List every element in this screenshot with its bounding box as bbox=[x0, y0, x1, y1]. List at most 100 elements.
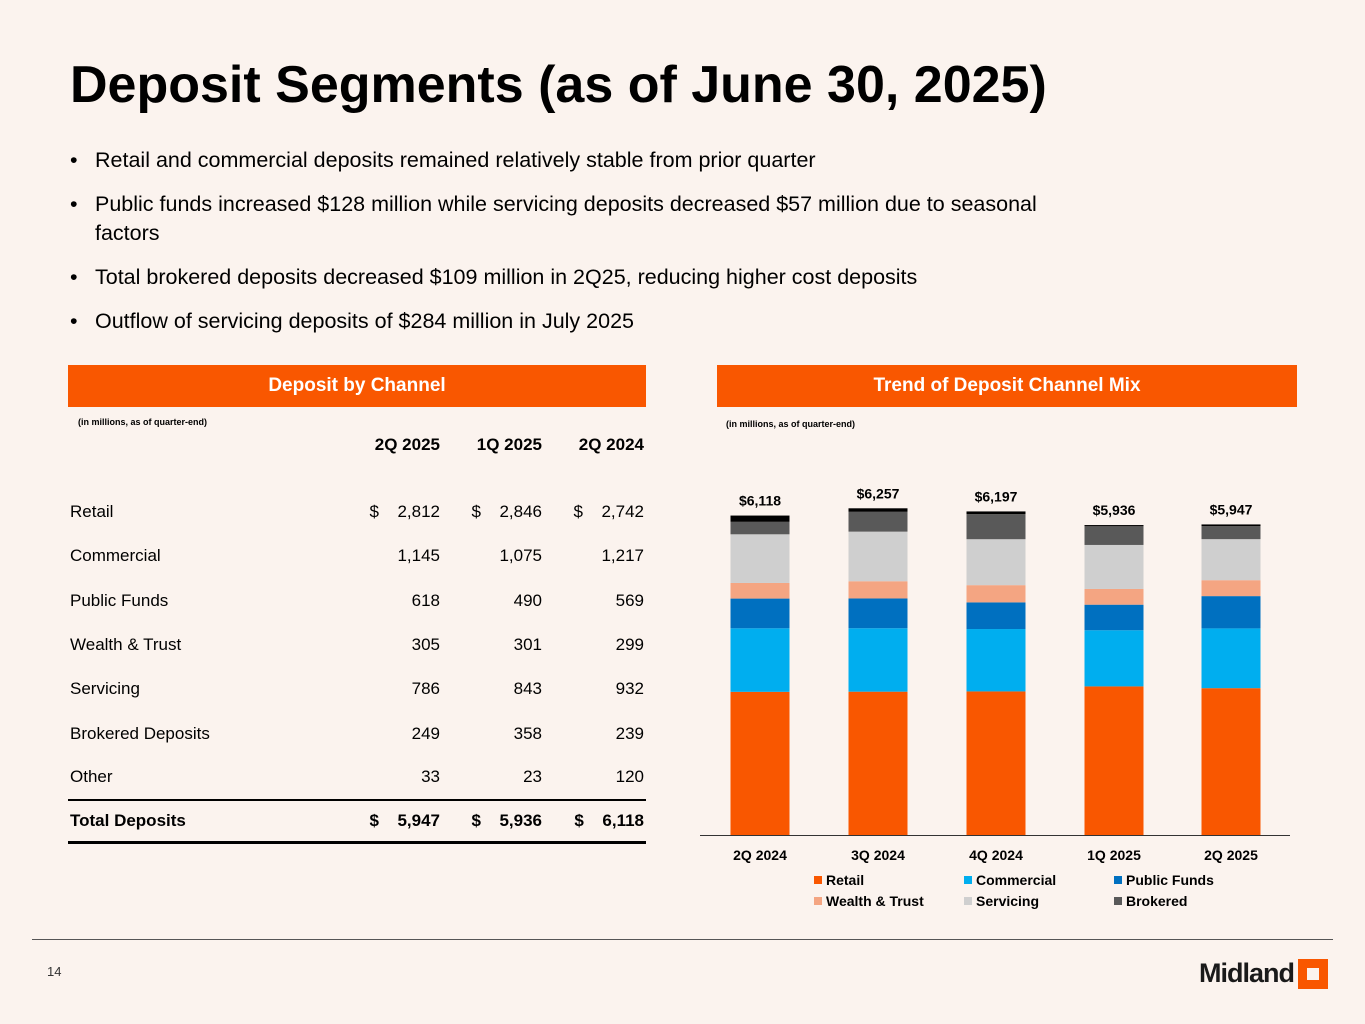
bullet-item: Retail and commercial deposits remained … bbox=[70, 146, 1050, 175]
currency-symbol: $ bbox=[369, 810, 379, 830]
currency-symbol: $ bbox=[369, 502, 379, 522]
cell-value: $5,947 bbox=[255, 799, 442, 844]
bar-segment-retail bbox=[1201, 688, 1261, 835]
cell-value: 239 bbox=[544, 711, 646, 755]
legend-swatch bbox=[964, 876, 972, 884]
legend-label: Retail bbox=[826, 872, 864, 888]
cell-value: $2,812 bbox=[255, 490, 442, 534]
amount: 23 bbox=[523, 767, 542, 787]
row-label: Wealth & Trust bbox=[70, 635, 182, 655]
bar-segment-public-funds bbox=[1084, 604, 1144, 631]
bar-segment-servicing bbox=[1201, 539, 1261, 581]
bar-segment-servicing bbox=[730, 534, 790, 583]
legend-label: Commercial bbox=[976, 872, 1056, 888]
row-label: Retail bbox=[70, 502, 114, 522]
row-label: Other bbox=[70, 767, 113, 787]
amount: 6,118 bbox=[602, 810, 644, 830]
amount: 618 bbox=[411, 590, 440, 610]
bar-segment-retail bbox=[966, 691, 1026, 835]
currency-symbol: $ bbox=[471, 502, 481, 522]
total-label: $6,197 bbox=[975, 488, 1018, 504]
amount: 239 bbox=[615, 723, 644, 743]
stacked-bar-chart: $6,118 2Q 2024 $6,257 3Q 2024 $6,197 4Q 2024 $… bbox=[700, 485, 1290, 909]
bar-segment-commercial bbox=[1084, 630, 1144, 687]
cell-value: $5,936 bbox=[442, 799, 544, 844]
cell-value: 1,217 bbox=[544, 534, 646, 578]
currency-symbol: $ bbox=[573, 502, 583, 522]
cell-value: 120 bbox=[544, 756, 646, 800]
bar-segment-wealth-trust bbox=[1084, 588, 1144, 605]
logo-mark-icon bbox=[1298, 958, 1328, 989]
cell-value: 1,145 bbox=[255, 534, 442, 578]
bar-segment-wealth-trust bbox=[1201, 580, 1261, 597]
x-tick-label: 4Q 2024 bbox=[969, 847, 1023, 863]
bar-segment-public-funds bbox=[1201, 596, 1261, 629]
bar-segment-commercial bbox=[966, 629, 1026, 692]
x-tick-label: 3Q 2024 bbox=[851, 847, 905, 863]
amount: 569 bbox=[615, 590, 644, 610]
bar-segment-brokered bbox=[730, 521, 790, 535]
bar-segment-servicing bbox=[1084, 544, 1144, 589]
amount: 299 bbox=[615, 635, 644, 655]
row-label: Commercial bbox=[70, 546, 161, 566]
cell-value: 358 bbox=[442, 711, 544, 755]
table-row: Wealth & Trust 305 301 299 bbox=[68, 623, 646, 667]
x-tick-label: 1Q 2025 bbox=[1087, 847, 1141, 863]
currency-symbol: $ bbox=[471, 810, 481, 830]
cell-value: 305 bbox=[255, 623, 442, 667]
bullet-item: Public funds increased $128 million whil… bbox=[70, 190, 1050, 248]
chart-panel-header: Trend of Deposit Channel Mix bbox=[717, 365, 1297, 407]
total-label: $6,118 bbox=[739, 493, 781, 509]
cell-value: 23 bbox=[442, 756, 544, 800]
table-panel-header: Deposit by Channel bbox=[68, 365, 646, 407]
bar-segment-public-funds bbox=[966, 602, 1026, 630]
bar-segment-retail bbox=[730, 691, 790, 835]
column-header: 2Q 2024 bbox=[578, 435, 644, 454]
bar-segment-commercial bbox=[1201, 628, 1261, 689]
bar-segment-servicing bbox=[966, 539, 1026, 586]
cell-value: $6,118 bbox=[544, 799, 646, 844]
table-row: Other 33 23 120 bbox=[68, 756, 646, 800]
cell-value: 1,075 bbox=[442, 534, 544, 578]
total-label: $5,947 bbox=[1210, 501, 1253, 517]
column-header: 2Q 2025 bbox=[374, 435, 440, 454]
bar-segment-other bbox=[730, 515, 790, 522]
page-title: Deposit Segments (as of June 30, 2025) bbox=[70, 56, 1047, 114]
cell-value: 249 bbox=[255, 711, 442, 755]
bullet-item: Outflow of servicing deposits of $284 mi… bbox=[70, 307, 1050, 336]
row-label: Public Funds bbox=[70, 590, 169, 610]
amount: 1,217 bbox=[601, 546, 644, 566]
amount: 490 bbox=[513, 590, 542, 610]
page-number: 14 bbox=[47, 964, 62, 979]
legend-label: Servicing bbox=[976, 893, 1039, 909]
amount: 786 bbox=[411, 679, 440, 699]
bar-segment-brokered bbox=[848, 511, 908, 532]
amount: 33 bbox=[421, 767, 440, 787]
column-header: 1Q 2025 bbox=[476, 435, 542, 454]
bar-segment-commercial bbox=[730, 628, 790, 692]
bar-segment-retail bbox=[848, 691, 908, 835]
total-row: Total Deposits $5,947 $5,936 $6,118 bbox=[68, 799, 646, 844]
deposit-table: 2Q 2025 1Q 2025 2Q 2024 Retail $2,812 $2,8… bbox=[68, 428, 646, 844]
total-label: $5,936 bbox=[1093, 502, 1136, 518]
cell-value: $2,742 bbox=[544, 490, 646, 534]
total-label: $6,257 bbox=[857, 485, 900, 501]
bar-segment-other bbox=[966, 511, 1026, 515]
row-label: Brokered Deposits bbox=[70, 723, 210, 743]
amount: 305 bbox=[411, 635, 440, 655]
cell-value: 843 bbox=[442, 667, 544, 711]
bar-segment-wealth-trust bbox=[730, 582, 790, 599]
bar-segment-commercial bbox=[848, 628, 908, 692]
cell-value: $2,846 bbox=[442, 490, 544, 534]
bar-segment-retail bbox=[1084, 686, 1144, 835]
table-row: Public Funds 618 490 569 bbox=[68, 579, 646, 623]
table-row: Retail $2,812 $2,846 $2,742 bbox=[68, 490, 646, 534]
amount: 120 bbox=[615, 767, 644, 787]
amount: 249 bbox=[411, 723, 440, 743]
bar-segment-other bbox=[848, 508, 908, 512]
bar-segment-brokered bbox=[1084, 526, 1144, 545]
legend-swatch bbox=[814, 897, 822, 905]
legend-swatch bbox=[1114, 897, 1122, 905]
bullet-list: Retail and commercial deposits remained … bbox=[70, 146, 1050, 351]
amount: 843 bbox=[513, 679, 542, 699]
